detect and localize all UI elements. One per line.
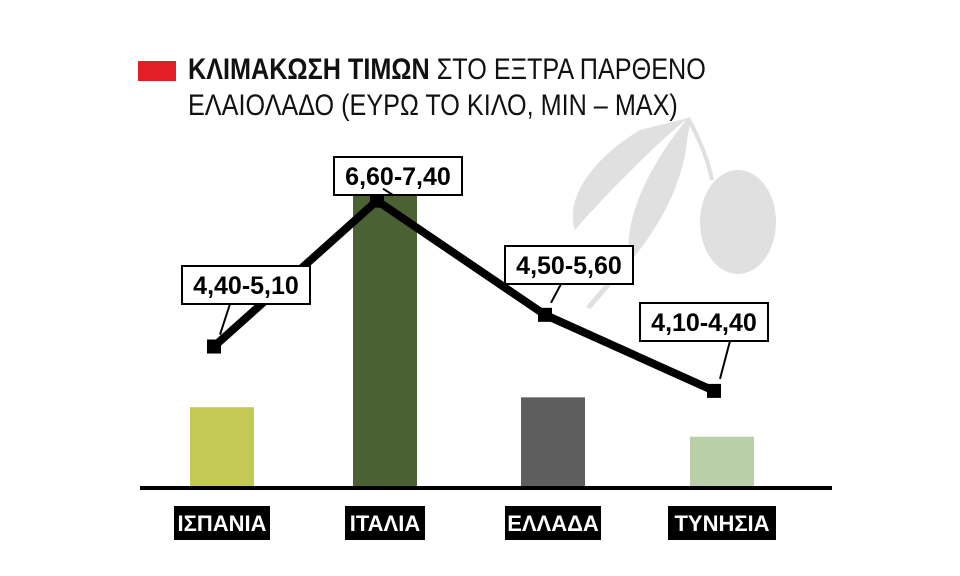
- value-label-1: 6,60-7,40: [345, 163, 451, 191]
- bar-0: [190, 407, 254, 486]
- title-bold: ΚΛΙΜΑΚΩΣΗ ΤΙΜΩΝ: [188, 53, 430, 86]
- value-label-leader-0: [219, 303, 231, 335]
- title-line-2: ΕΛΑΙΟΛΑΔΟ (ΕΥΡΩ ΤΟ ΚΙΛΟ, MIN – MAX): [188, 89, 678, 122]
- category-label-0: ΙΣΠΑΝΙΑ: [178, 511, 267, 536]
- value-labels: 4,40-5,10 6,60-7,40 4,50-5,60 4,10-4,40: [181, 156, 769, 380]
- category-label-2: ΕΛΛΑΔΑ: [507, 511, 599, 536]
- category-label-bg-1: [345, 506, 425, 540]
- olive-branch-icon: [572, 117, 776, 310]
- value-label-leader-2: [550, 283, 562, 304]
- line-point-1: [370, 193, 384, 208]
- value-label-box-1: [333, 156, 463, 196]
- title-line-1: ΚΛΙΜΑΚΩΣΗ ΤΙΜΩΝ ΣΤΟ ΕΞΤΡΑ ΠΑΡΘΕΝΟ: [188, 52, 706, 88]
- title-rest: ΣΤΟ ΕΞΤΡΑ ΠΑΡΘΕΝΟ: [436, 53, 706, 86]
- bars: [190, 190, 754, 486]
- value-label-3: 4,10-4,40: [651, 309, 757, 337]
- value-label-0: 4,40-5,10: [193, 272, 299, 300]
- category-label-1: ΙΤΑΛΙΑ: [350, 511, 421, 536]
- line-point-3: [707, 383, 721, 398]
- value-label-leader-3: [719, 340, 731, 380]
- category-label-bg-0: [174, 506, 270, 540]
- bar-2: [521, 397, 585, 486]
- category-labels: ΙΣΠΑΝΙΑ ΙΤΑΛΙΑ ΕΛΛΑΔΑ ΤΥΝΗΣΙΑ: [174, 506, 776, 540]
- category-label-3: ΤΥΝΗΣΙΑ: [674, 511, 769, 536]
- value-label-leader-1: [382, 187, 394, 196]
- value-label-box-0: [181, 265, 311, 305]
- bar-3: [690, 436, 754, 486]
- value-label-2: 4,50-5,60: [516, 252, 622, 280]
- category-label-bg-3: [668, 506, 776, 540]
- value-label-box-2: [504, 245, 634, 285]
- line-point-0: [207, 339, 221, 354]
- category-label-bg-2: [505, 506, 601, 540]
- line-point-2: [538, 307, 552, 322]
- value-label-box-3: [639, 302, 769, 342]
- title-marker: [138, 61, 176, 81]
- bar-1: [353, 190, 417, 486]
